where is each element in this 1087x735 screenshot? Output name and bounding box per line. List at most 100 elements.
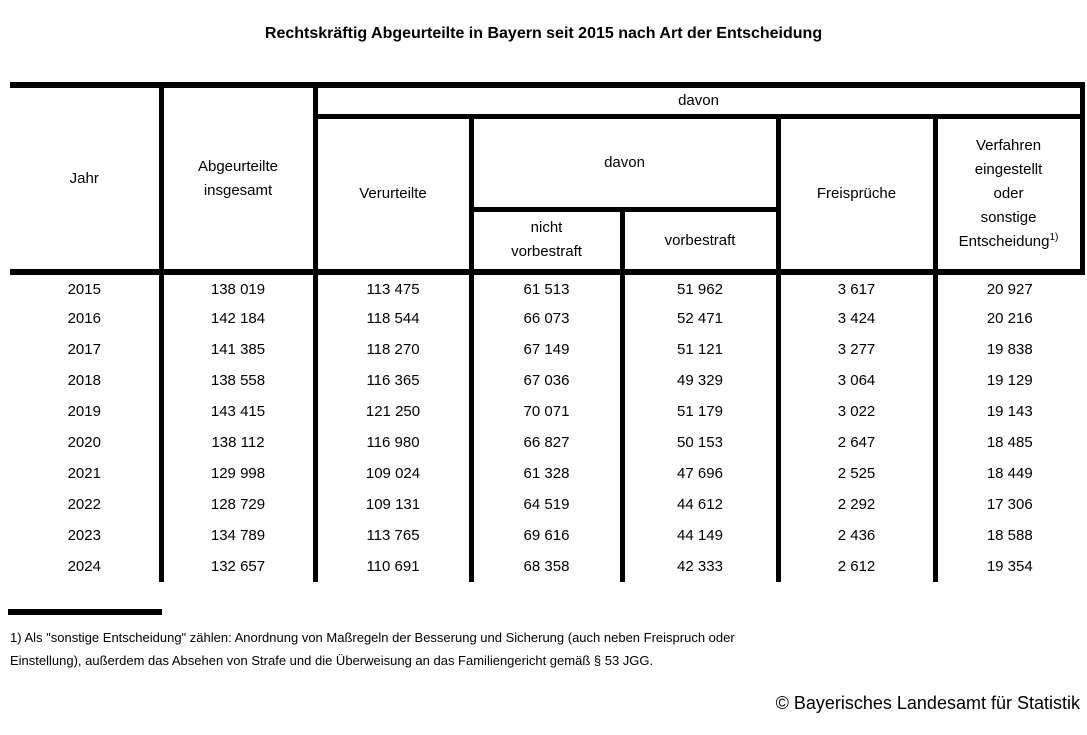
table-cell-year: 2021 bbox=[10, 458, 164, 489]
header-row-1: Jahr Abgeurteilte insgesamt davon bbox=[10, 82, 1085, 275]
table-cell: 138 112 bbox=[161, 427, 318, 458]
table-cell: 116 980 bbox=[315, 427, 474, 458]
copyright-notice: © Bayerisches Landesamt für Statistik bbox=[775, 693, 1080, 713]
table-cell: 44 612 bbox=[622, 489, 781, 520]
table-cell: 3 424 bbox=[778, 303, 938, 334]
table-cell: 19 143 bbox=[986, 403, 1033, 420]
header-line: eingestellt bbox=[974, 160, 1043, 178]
table-cell-year: 2022 bbox=[10, 489, 164, 520]
header-line: Abgeurteilte bbox=[197, 157, 279, 175]
table-cell: 66 827 bbox=[471, 427, 625, 458]
table-cell: 134 789 bbox=[161, 520, 318, 551]
table-cell-year: 2015 bbox=[10, 272, 164, 303]
table-cell: 118 270 bbox=[315, 334, 474, 365]
page-title: Rechtskräftig Abgeurteilte in Bayern sei… bbox=[264, 25, 823, 42]
table-cell: 20 216 bbox=[986, 310, 1033, 327]
header-cell-abgeurteilte-insgesamt: Abgeurteilte insgesamt bbox=[161, 82, 318, 275]
header-cell-davon-inner: davon bbox=[471, 116, 781, 212]
header-cell-jahr: Jahr bbox=[10, 82, 164, 275]
table-cell: 19 354 bbox=[986, 558, 1033, 575]
table-row: 2023 134 789 113 765 69 616 44 149 2 436… bbox=[10, 520, 1082, 551]
table-cell: 69 616 bbox=[471, 520, 625, 551]
header-cell-verfahren-eingestellt: Verfahren eingestellt oder sonstige Ents… bbox=[935, 116, 1085, 275]
table-cell: 51 121 bbox=[622, 334, 781, 365]
table-cell: 113 475 bbox=[315, 272, 474, 303]
table-cell: 42 333 bbox=[622, 551, 781, 582]
table-cell: 51 962 bbox=[622, 272, 781, 303]
header-row-2: Verurteilte davon Freisprüche Verfahren … bbox=[10, 116, 1085, 275]
table-cell: 2 647 bbox=[778, 427, 938, 458]
table-cell: 61 328 bbox=[471, 458, 625, 489]
header-line: oder bbox=[993, 184, 1024, 202]
table-cell: 20 927 bbox=[986, 280, 1033, 298]
table-cell: 116 365 bbox=[315, 365, 474, 396]
header-line: vorbestraft bbox=[511, 243, 582, 261]
table-cell: 51 179 bbox=[622, 396, 781, 427]
table-cell: 18 449 bbox=[986, 465, 1033, 482]
table-row: 2015 138 019 113 475 61 513 51 962 3 617… bbox=[10, 272, 1082, 303]
table-cell: 3 277 bbox=[778, 334, 938, 365]
table-cell: 17 306 bbox=[986, 496, 1033, 513]
table-cell: 3 022 bbox=[778, 396, 938, 427]
table-cell: 47 696 bbox=[622, 458, 781, 489]
table-cell: 2 292 bbox=[778, 489, 938, 520]
table-cell: 19 129 bbox=[986, 372, 1033, 389]
table-cell: 132 657 bbox=[161, 551, 318, 582]
table-cell: 19 838 bbox=[986, 341, 1033, 358]
table-cell: 2 612 bbox=[778, 551, 938, 582]
footnote-line: 1) Als "sonstige Entscheidung" zählen: A… bbox=[10, 630, 735, 645]
table-row: 2024 132 657 110 691 68 358 42 333 2 612… bbox=[10, 551, 1082, 582]
table-body: 2015 138 019 113 475 61 513 51 962 3 617… bbox=[10, 272, 1082, 582]
table-cell: 68 358 bbox=[471, 551, 625, 582]
table-header: Jahr Abgeurteilte insgesamt davon Verurt… bbox=[10, 82, 1085, 275]
table-cell-year: 2019 bbox=[10, 396, 164, 427]
table-row: 2020 138 112 116 980 66 827 50 153 2 647… bbox=[10, 427, 1082, 458]
table-cell-year: 2024 bbox=[10, 551, 164, 582]
header-cell-nicht-vorbestraft: nicht vorbestraft bbox=[471, 209, 625, 275]
table-cell: 67 036 bbox=[471, 365, 625, 396]
footnote-text: 1) Als "sonstige Entscheidung" zählen: A… bbox=[10, 626, 1087, 672]
table-cell: 2 525 bbox=[778, 458, 938, 489]
footnote-line: Einstellung), außerdem das Absehen von S… bbox=[10, 653, 654, 668]
table-row: 2016 142 184 118 544 66 073 52 471 3 424… bbox=[10, 303, 1082, 334]
header-cell-davon-outer: davon bbox=[315, 82, 1085, 119]
table-cell: 129 998 bbox=[161, 458, 318, 489]
table-cell: 2 436 bbox=[778, 520, 938, 551]
header-line: insgesamt bbox=[203, 181, 273, 199]
footnote-divider bbox=[8, 609, 162, 615]
table-cell: 49 329 bbox=[622, 365, 781, 396]
table-cell: 121 250 bbox=[315, 396, 474, 427]
header-cell-freisprueche: Freisprüche bbox=[778, 116, 938, 275]
header-cell-vorbestraft: vorbestraft bbox=[622, 209, 781, 275]
table-cell: 61 513 bbox=[471, 272, 625, 303]
table-cell: 67 149 bbox=[471, 334, 625, 365]
table-cell: 18 588 bbox=[986, 527, 1033, 544]
stats-table: Jahr Abgeurteilte insgesamt davon Verurt… bbox=[10, 82, 1085, 582]
table-cell: 143 415 bbox=[161, 396, 318, 427]
table-cell: 3 064 bbox=[778, 365, 938, 396]
table-cell: 138 019 bbox=[161, 272, 318, 303]
header-line-text: Entscheidung bbox=[958, 232, 1050, 250]
table-cell-year: 2016 bbox=[10, 303, 164, 334]
table-cell: 110 691 bbox=[315, 551, 474, 582]
header-line: sonstige bbox=[980, 208, 1037, 226]
footnote-marker-superscript: 1) bbox=[1049, 231, 1059, 243]
table-row: 2021 129 998 109 024 61 328 47 696 2 525… bbox=[10, 458, 1082, 489]
table-cell: 52 471 bbox=[622, 303, 781, 334]
table-cell-year: 2018 bbox=[10, 365, 164, 396]
table-cell: 66 073 bbox=[471, 303, 625, 334]
table-cell: 50 153 bbox=[622, 427, 781, 458]
table-cell-year: 2023 bbox=[10, 520, 164, 551]
header-line: Verfahren bbox=[975, 136, 1042, 154]
table-row: 2018 138 558 116 365 67 036 49 329 3 064… bbox=[10, 365, 1082, 396]
table-cell: 141 385 bbox=[161, 334, 318, 365]
table-row: 2019 143 415 121 250 70 071 51 179 3 022… bbox=[10, 396, 1082, 427]
table-cell: 109 024 bbox=[315, 458, 474, 489]
table-row: 2017 141 385 118 270 67 149 51 121 3 277… bbox=[10, 334, 1082, 365]
header-line: nicht bbox=[530, 219, 563, 237]
table-cell: 18 485 bbox=[986, 434, 1033, 451]
table-cell: 3 617 bbox=[778, 272, 938, 303]
table-cell: 64 519 bbox=[471, 489, 625, 520]
table-cell-year: 2020 bbox=[10, 427, 164, 458]
table-cell: 113 765 bbox=[315, 520, 474, 551]
